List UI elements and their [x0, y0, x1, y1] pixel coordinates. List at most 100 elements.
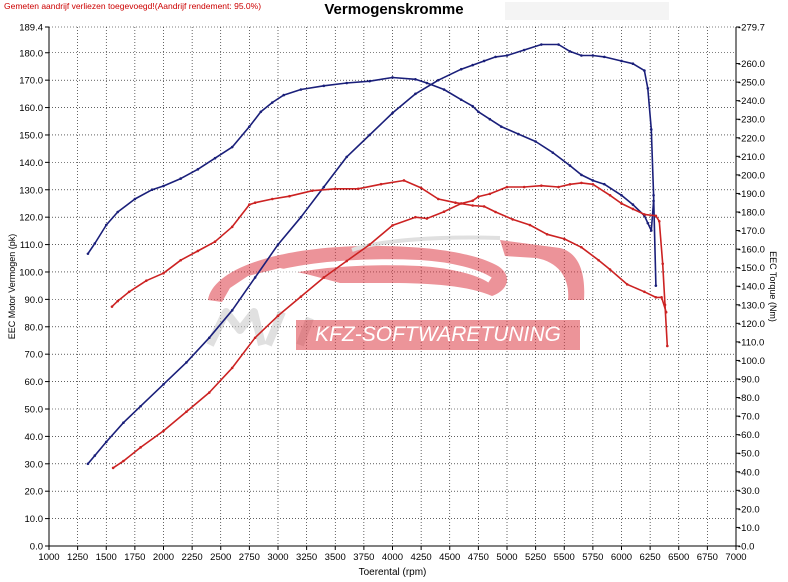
y2-tick-label: -170.0 [738, 226, 765, 237]
series-2-point [643, 290, 646, 294]
series-1-point [646, 87, 650, 90]
axis-layer [45, 26, 740, 550]
series-0-point [116, 210, 119, 214]
series-1-point [649, 128, 653, 131]
series-1-point [568, 50, 572, 53]
series-1-point [459, 67, 463, 71]
series-layer [86, 43, 669, 470]
y-tick-label: 150.0 [19, 130, 43, 141]
series-0-point [345, 81, 349, 85]
series-1-point [345, 155, 349, 159]
y-tick-label: 30.0 [25, 459, 44, 470]
x-tick-label: 6250 [640, 552, 661, 563]
y2-tick-label: -200.0 [738, 170, 765, 181]
series-3-point [368, 243, 371, 246]
y-tick-label: 110.0 [20, 240, 43, 251]
series-3-point [230, 366, 234, 370]
series-0-point [133, 197, 137, 201]
series-3-point [322, 276, 326, 279]
series-2-point [253, 201, 257, 205]
series-0-point [414, 78, 417, 81]
x-tick-label: 1750 [124, 552, 145, 563]
series-1-point [591, 54, 595, 57]
series-0-point [646, 221, 650, 225]
series-2-point [230, 225, 234, 229]
y-tick-label: 60.0 [25, 377, 44, 388]
x-tick-label: 3500 [325, 552, 346, 563]
y2-tick-label: -230.0 [738, 115, 765, 126]
series-3-point [471, 199, 474, 203]
y-tick-label: 130.0 [19, 185, 43, 196]
series-2-point [482, 205, 486, 208]
y2-tick-label: -100.0 [738, 356, 765, 367]
series-3-point [488, 192, 492, 196]
series-0-point [551, 151, 555, 154]
y-tick-label: 80.0 [25, 322, 44, 333]
series-0-point [499, 125, 503, 128]
x-tick-label: 1250 [67, 552, 88, 563]
y-tick-label: 20.0 [25, 487, 44, 498]
series-3-point [505, 185, 509, 189]
y2-tick-label: -160.0 [738, 245, 765, 256]
y2-tick-label: -260.0 [738, 59, 765, 70]
x-tick-label: 3250 [296, 552, 317, 563]
series-0-point [248, 125, 251, 128]
series-1-point [652, 193, 655, 197]
y2-tick-label: -130.0 [738, 300, 765, 311]
series-2-point [402, 179, 406, 182]
series-1-point [253, 276, 257, 279]
series-1-point [391, 111, 394, 115]
series-2-point [660, 296, 663, 299]
series-0-point [93, 242, 97, 245]
y2-tick-label: -220.0 [738, 133, 765, 144]
x-tick-label: 2500 [210, 552, 231, 563]
y2-tick-label: -210.0 [738, 152, 765, 163]
series-1-point [505, 54, 509, 57]
series-0-point [150, 188, 154, 192]
series-2-point [356, 187, 360, 191]
title-box [505, 2, 669, 20]
drivetrain-loss-note: Gemeten aandrijf verliezen toegevoegd!(A… [4, 1, 262, 11]
series-3-point [643, 213, 646, 216]
y2-tick-label: -250.0 [738, 78, 765, 89]
series-3-point [608, 193, 612, 197]
x-tick-label: 6750 [697, 552, 718, 563]
x-tick-label: 2250 [182, 552, 203, 563]
series-1-point [494, 55, 497, 59]
series-1-point [631, 62, 635, 66]
series-0-point [391, 76, 394, 79]
series-0-point [213, 156, 217, 160]
series-1-point [139, 404, 142, 408]
series-1-point [93, 454, 97, 457]
series-3-point [540, 184, 543, 187]
y2-tick-label: -190.0 [738, 189, 765, 200]
y2-tick-label: -240.0 [738, 96, 765, 107]
x-tick-label: 7000 [725, 552, 746, 563]
series-3-point [185, 410, 188, 414]
series-2-point [654, 296, 658, 299]
y-tick-label: 140.0 [19, 158, 43, 169]
series-1-point [185, 361, 188, 364]
y2-tick-label: -60.0 [738, 430, 760, 441]
series-2-point [127, 290, 131, 294]
series-3-point [591, 182, 595, 186]
y2-tick-label: -40.0 [738, 467, 760, 478]
series-3-point [414, 215, 417, 219]
series-1-point [654, 284, 658, 287]
series-1-point [322, 185, 326, 189]
y2-tick-label: -90.0 [738, 374, 760, 385]
x-tick-label: 5500 [554, 552, 575, 563]
series-3-point [299, 295, 303, 298]
series-0-point [196, 168, 200, 171]
series-1-point [276, 243, 280, 246]
series-2-point [597, 258, 600, 262]
y2-tick-label: -0.0 [738, 542, 754, 553]
x-tick-label: 1500 [96, 552, 117, 563]
series-0-point [477, 110, 480, 114]
series-3-point [162, 429, 165, 433]
series-2-point [494, 210, 497, 214]
x-tick-label: 2750 [239, 552, 260, 563]
series-2-point [270, 197, 274, 201]
series-1-point [414, 92, 417, 96]
series-3-point [477, 195, 480, 198]
